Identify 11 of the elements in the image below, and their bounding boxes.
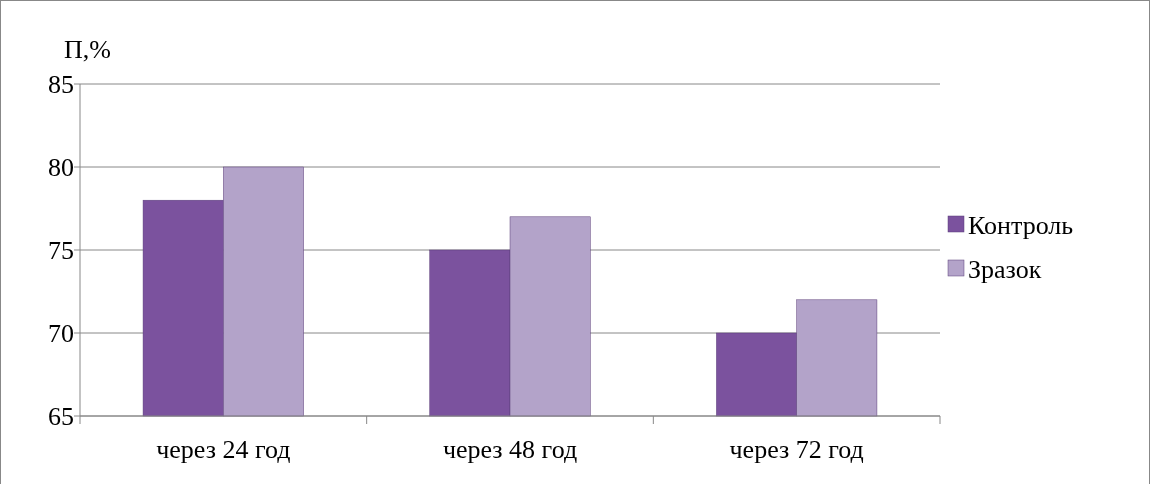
x-tick-label: через 48 год — [442, 435, 578, 464]
y-tick-label: 80 — [48, 153, 74, 183]
y-tick-label: 70 — [48, 319, 74, 349]
x-tick-label: через 72 год — [729, 435, 864, 464]
legend-label: Контроль — [968, 211, 1074, 241]
y-tick-label: 65 — [48, 402, 74, 432]
y-tick-label: 85 — [48, 70, 74, 100]
x-tick-label: через 24 год — [156, 435, 291, 464]
legend-label: Зразок — [968, 255, 1042, 285]
y-tick-label: 75 — [48, 236, 74, 266]
y-axis-title: П,% — [64, 35, 111, 64]
